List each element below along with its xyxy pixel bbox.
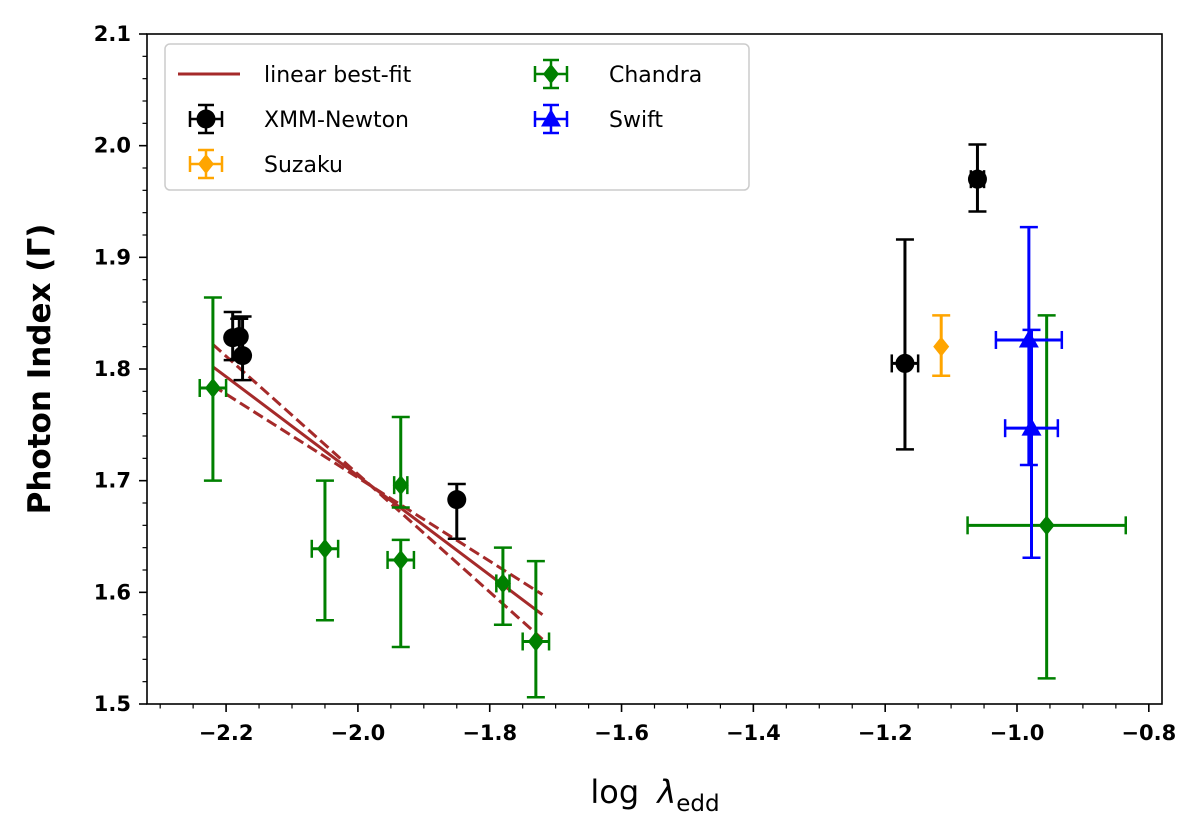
series-swift xyxy=(994,225,1064,559)
y-tick-label: 1.7 xyxy=(94,469,131,493)
x-axis-label-subscript: edd xyxy=(676,791,719,817)
x-tick-label: −1.2 xyxy=(858,721,913,745)
legend-marker xyxy=(198,154,214,174)
fit-bound-line-upper xyxy=(211,343,544,641)
x-tick-label: −1.4 xyxy=(726,721,781,745)
legend-label: linear best-fit xyxy=(264,63,412,88)
data-point xyxy=(233,346,253,366)
legend-marker xyxy=(541,109,561,127)
data-point xyxy=(895,353,915,373)
x-axis-label-symbol: λ xyxy=(655,773,676,811)
y-tick-label: 1.6 xyxy=(94,580,131,604)
x-axis-label: log λedd xyxy=(590,773,719,817)
data-point xyxy=(1021,418,1042,436)
y-tick-label: 1.9 xyxy=(94,245,131,269)
fit-bound-line-lower xyxy=(212,384,544,596)
data-point xyxy=(933,336,950,357)
data-points xyxy=(198,143,1127,699)
y-tick-label: 1.8 xyxy=(94,357,131,381)
data-point xyxy=(527,631,544,652)
data-point xyxy=(447,490,467,510)
x-axis-label-base: log xyxy=(590,773,639,811)
series-chandra xyxy=(198,296,1127,699)
axes: −2.2 −2.0 −1.8 −1.6 −1.4 −1.2 −1.0 −0.8 1.5 1.6 1.… xyxy=(94,22,1176,745)
legend-marker xyxy=(543,64,559,84)
data-point xyxy=(316,538,333,559)
data-point xyxy=(1038,515,1055,536)
x-tick-label: −1.0 xyxy=(990,721,1045,745)
legend-label: Suzaku xyxy=(264,153,343,178)
series-xmm-newton xyxy=(223,143,987,540)
data-point xyxy=(204,377,221,398)
x-tick-label: −1.6 xyxy=(594,721,649,745)
x-tick-label: −0.8 xyxy=(1121,721,1176,745)
x-tick-label: −2.0 xyxy=(331,721,386,745)
fit-lines xyxy=(211,343,544,641)
legend-label: Chandra xyxy=(609,63,702,88)
legend-frame xyxy=(164,43,750,191)
legend: linear best-fit XMM-Newton Suzaku Chandra Sw… xyxy=(164,43,750,191)
legend-label: XMM-Newton xyxy=(264,108,409,133)
y-axis-label: Photon Index (Γ) xyxy=(22,224,58,515)
data-point xyxy=(392,475,409,496)
data-point xyxy=(967,169,987,189)
series-suzaku xyxy=(932,314,951,377)
data-point xyxy=(229,327,249,347)
data-point xyxy=(1018,329,1039,348)
data-point xyxy=(494,573,511,594)
x-tick-label: −1.8 xyxy=(462,721,517,745)
y-tick-label: 2.1 xyxy=(94,22,131,46)
legend-label: Swift xyxy=(609,108,663,133)
legend-marker xyxy=(196,109,216,129)
y-tick-label: 1.5 xyxy=(94,692,131,716)
data-point xyxy=(392,549,409,570)
y-tick-label: 2.0 xyxy=(94,134,131,158)
x-tick-label: −2.2 xyxy=(199,721,254,745)
